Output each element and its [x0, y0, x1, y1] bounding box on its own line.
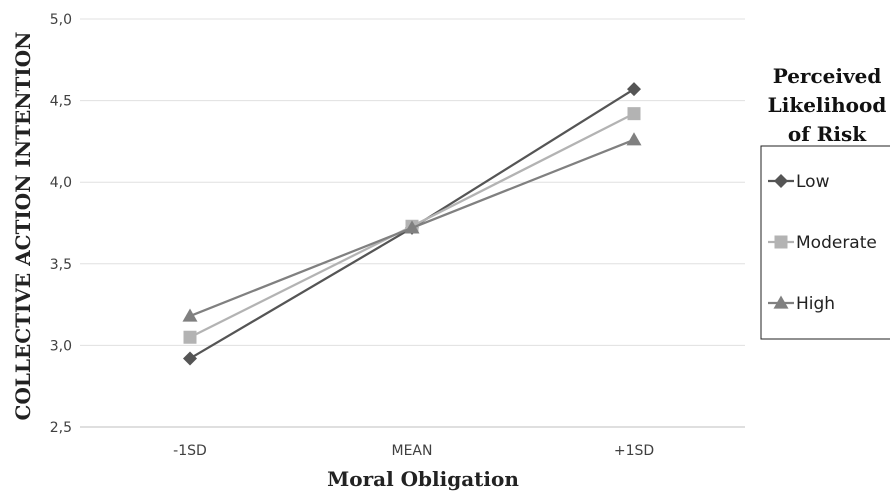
y-tick-label: 2,5 — [50, 420, 72, 436]
legend-title-line-2: Likelihood — [768, 93, 887, 117]
legend-item-high: High — [768, 294, 835, 314]
data-point-high — [182, 308, 198, 322]
series-high — [182, 132, 642, 322]
data-point-high — [404, 220, 420, 234]
x-tick-labels: -1SD MEAN +1SD — [173, 443, 654, 459]
data-point-moderate — [627, 107, 641, 121]
series-group — [182, 82, 642, 366]
x-tick-label: -1SD — [173, 443, 207, 459]
legend-title-line-3: of Risk — [788, 122, 867, 146]
legend-marker-diamond — [774, 174, 788, 188]
grid-lines — [80, 18, 745, 428]
data-point-low — [627, 82, 641, 97]
data-point-high — [626, 132, 642, 146]
legend-label: Moderate — [796, 233, 877, 253]
legend-title-line-1: Perceived — [773, 64, 882, 88]
legend-marker-square — [774, 235, 788, 249]
y-tick-label: 4,5 — [50, 94, 72, 110]
legend-item-low: Low — [768, 172, 830, 192]
legend-title: Perceived Likelihood of Risk — [768, 64, 887, 146]
x-tick-label: +1SD — [614, 443, 654, 459]
x-axis-title: Moral Obligation — [327, 467, 519, 491]
data-point-low — [183, 351, 197, 366]
y-tick-label: 3,0 — [50, 338, 72, 354]
legend-box — [760, 145, 890, 340]
y-tick-labels: 2,5 3,0 3,5 4,0 4,5 5,0 — [50, 12, 72, 436]
legend-marker-triangle — [773, 295, 789, 309]
x-tick-label: MEAN — [392, 443, 433, 459]
data-point-moderate — [183, 330, 197, 344]
legend-item-moderate: Moderate — [768, 233, 877, 253]
legend-label: High — [796, 294, 835, 314]
legend-label: Low — [796, 172, 830, 192]
y-tick-label: 4,0 — [50, 175, 72, 191]
legend-entries: Low Moderate High — [768, 172, 877, 314]
y-tick-label: 3,5 — [50, 257, 72, 273]
y-tick-label: 5,0 — [50, 12, 72, 28]
y-axis-title: COLLECTIVE ACTION INTENTION — [11, 32, 35, 421]
